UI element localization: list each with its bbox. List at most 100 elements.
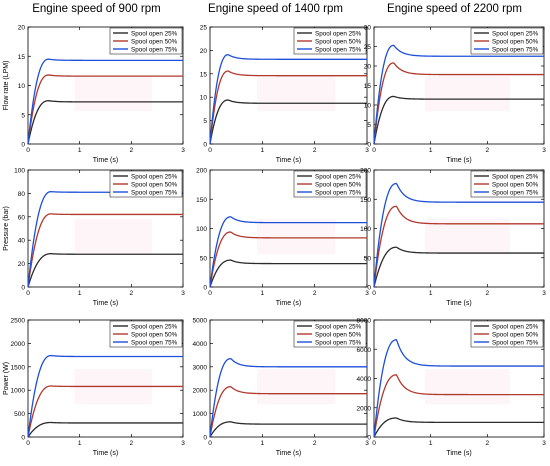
y-tick-label: 200 (196, 168, 207, 175)
legend-label: Spool open 50% (492, 181, 539, 188)
y-tick-label: 20 (18, 25, 26, 32)
legend-label: Spool open 75% (131, 339, 178, 346)
series-line-3 (209, 216, 367, 288)
y-tick-label: 80 (18, 191, 26, 198)
x-tick-label: 0 (26, 290, 30, 297)
chart-panel: 0 2000 4000 6000 8000 0 1 2 3 Time (s) Spool open … (357, 318, 547, 458)
legend-label: Spool open 25% (315, 173, 362, 180)
x-tick-label: 0 (208, 440, 212, 447)
x-tick-label: 3 (365, 290, 369, 297)
series-line-2 (373, 62, 544, 145)
x-tick-label: 2 (130, 147, 134, 154)
y-tick-label: 0 (367, 435, 371, 442)
y-axis-label: Flow rate (LPM) (3, 61, 10, 111)
x-axis-label: Time (s) (276, 450, 301, 457)
x-axis-label: Time (s) (276, 300, 301, 307)
y-tick-label: 500 (14, 411, 25, 418)
series-line-1 (373, 246, 544, 288)
y-tick-label: 0 (203, 285, 207, 292)
x-tick-label: 2 (130, 440, 134, 447)
y-tick-label: 100 (196, 226, 207, 233)
y-tick-label: 25 (200, 25, 208, 32)
legend-label: Spool open 75% (315, 339, 362, 346)
legend-label: Spool open 50% (315, 331, 362, 338)
x-tick-label: 3 (542, 290, 546, 297)
legend-label: Spool open 25% (131, 30, 178, 37)
x-tick-label: 1 (261, 290, 265, 297)
legend-label: Spool open 75% (315, 189, 362, 196)
series-line-3 (209, 53, 367, 145)
x-tick-label: 3 (181, 290, 185, 297)
y-axis-label: Pressure (bar) (3, 206, 10, 251)
x-tick-label: 2 (130, 290, 134, 297)
series-line-1 (27, 421, 183, 438)
legend-label: Spool open 75% (315, 46, 362, 53)
legend-label: Spool open 50% (315, 181, 362, 188)
y-tick-label: 2000 (11, 341, 26, 348)
x-tick-label: 1 (78, 147, 82, 154)
x-tick-label: 2 (313, 290, 317, 297)
series-line-2 (373, 205, 544, 288)
x-tick-label: 0 (372, 147, 376, 154)
x-tick-label: 1 (78, 440, 82, 447)
y-tick-label: 50 (200, 255, 208, 262)
series-line-2 (27, 213, 183, 288)
legend-label: Spool open 75% (492, 46, 539, 53)
background-trace (74, 219, 152, 255)
x-tick-label: 2 (486, 290, 490, 297)
legend-label: Spool open 75% (492, 339, 539, 346)
y-tick-label: 50 (364, 255, 372, 262)
series-line-1 (27, 253, 183, 288)
plot-frame (27, 319, 184, 438)
background-trace (257, 76, 336, 112)
y-tick-label: 5 (21, 112, 25, 119)
series-line-1 (373, 417, 544, 438)
y-tick-label: 30 (364, 25, 372, 32)
y-tick-label: 10 (200, 95, 208, 102)
series-line-1 (209, 259, 367, 288)
series-line-1 (27, 100, 183, 145)
x-tick-label: 3 (365, 147, 369, 154)
y-tick-label: 15 (18, 54, 26, 61)
y-tick-label: 5 (367, 122, 371, 129)
y-tick-label: 5000 (193, 318, 208, 325)
series-line-1 (209, 99, 367, 145)
background-trace (74, 76, 152, 112)
x-tick-label: 3 (181, 147, 185, 154)
chart-panel: 0 5 10 15 20 0 1 2 3 Time (s) Flow rate (LPM) Spool… (3, 25, 185, 165)
background-trace (257, 369, 336, 405)
series-line-2 (209, 386, 367, 438)
series-line-3 (209, 357, 367, 438)
x-axis-label: Time (s) (93, 450, 118, 457)
y-tick-label: 20 (200, 48, 208, 55)
series-line-3 (373, 44, 544, 145)
legend-label: Spool open 50% (131, 181, 178, 188)
x-tick-label: 2 (486, 147, 490, 154)
y-tick-label: 20 (364, 64, 372, 71)
x-tick-label: 0 (26, 147, 30, 154)
series-line-2 (209, 231, 367, 288)
x-tick-label: 2 (486, 440, 490, 447)
legend-label: Spool open 50% (131, 331, 178, 338)
x-tick-label: 3 (542, 147, 546, 154)
y-tick-label: 150 (360, 197, 371, 204)
series-line-2 (373, 374, 544, 438)
legend-label: Spool open 25% (492, 323, 539, 330)
legend-label: Spool open 50% (131, 38, 178, 45)
y-tick-label: 4000 (193, 341, 208, 348)
legend-label: Spool open 25% (315, 323, 362, 330)
background-trace (425, 219, 510, 255)
x-tick-label: 0 (26, 440, 30, 447)
y-tick-label: 10 (18, 83, 26, 90)
y-tick-label: 10 (364, 103, 372, 110)
y-tick-label: 4000 (357, 376, 372, 383)
series-line-3 (27, 58, 183, 145)
x-tick-label: 1 (261, 147, 265, 154)
x-tick-label: 3 (542, 440, 546, 447)
legend-label: Spool open 75% (131, 189, 178, 196)
y-tick-label: 100 (14, 168, 25, 175)
